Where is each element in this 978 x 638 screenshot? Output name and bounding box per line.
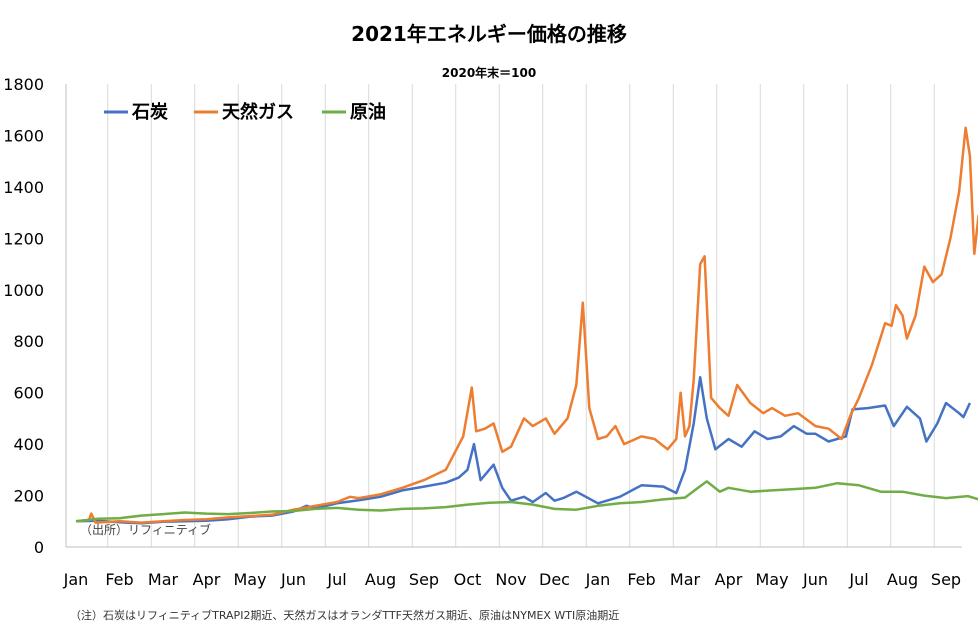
x-tick-label: Sep	[409, 570, 439, 589]
y-tick-label: 600	[13, 384, 44, 403]
y-tick-label: 800	[13, 332, 44, 351]
x-tick-label: Aug	[887, 570, 918, 589]
grid-layer	[107, 84, 935, 547]
x-tick-label: Oct	[454, 570, 482, 589]
y-tick-label: 1800	[3, 75, 44, 94]
x-tick-label: Jul	[326, 570, 346, 589]
x-tick-label: Aug	[365, 570, 396, 589]
y-tick-label: 1600	[3, 126, 44, 145]
note-text: （注）石炭はリフィニティブTRAPI2期近、天然ガスはオランダTTF天然ガス期近…	[70, 608, 619, 622]
series-line-石炭	[75, 375, 972, 525]
x-tick-label: Jun	[802, 570, 828, 589]
y-tick-label: 1400	[3, 178, 44, 197]
x-tick-label: Dec	[539, 570, 570, 589]
x-tick-label: Jul	[848, 570, 868, 589]
x-tick-label: Apr	[715, 570, 743, 589]
y-tick-label: 1000	[3, 281, 44, 300]
x-tick-label: Mar	[148, 570, 179, 589]
chart-title: 2021年エネルギー価格の推移	[351, 22, 627, 46]
x-tick-label: Jan	[585, 570, 611, 589]
legend: 石炭 天然ガス 原油	[104, 101, 386, 123]
y-tick-label: 200	[13, 487, 44, 506]
x-tick-label: Nov	[495, 570, 526, 589]
x-tick-label: Jan	[63, 570, 89, 589]
x-tick-label: Feb	[627, 570, 655, 589]
x-tick-label: May	[233, 570, 266, 589]
legend-label: 原油	[350, 101, 386, 123]
y-tick-label: 1200	[3, 229, 44, 248]
x-tick-label: Feb	[105, 570, 133, 589]
chart-subtitle: 2020年末＝100	[442, 65, 536, 80]
legend-label: 石炭	[131, 101, 168, 123]
legend-label: 天然ガス	[222, 101, 294, 123]
series-line-天然ガス	[75, 126, 978, 524]
source-text: （出所）リフィニティブ	[80, 522, 211, 537]
x-tick-label: Sep	[931, 570, 961, 589]
axis-layer: 0 200 400 600 800 1000 1200 1400 1600 1800 Jan Feb M…	[3, 75, 962, 589]
y-tick-label: 0	[34, 538, 44, 557]
x-tick-label: May	[755, 570, 788, 589]
y-tick-label: 400	[13, 435, 44, 454]
x-tick-label: Apr	[193, 570, 221, 589]
x-tick-label: Jun	[280, 570, 306, 589]
series-layer	[75, 126, 978, 525]
series-line-原油	[75, 480, 978, 523]
x-tick-label: Mar	[670, 570, 701, 589]
